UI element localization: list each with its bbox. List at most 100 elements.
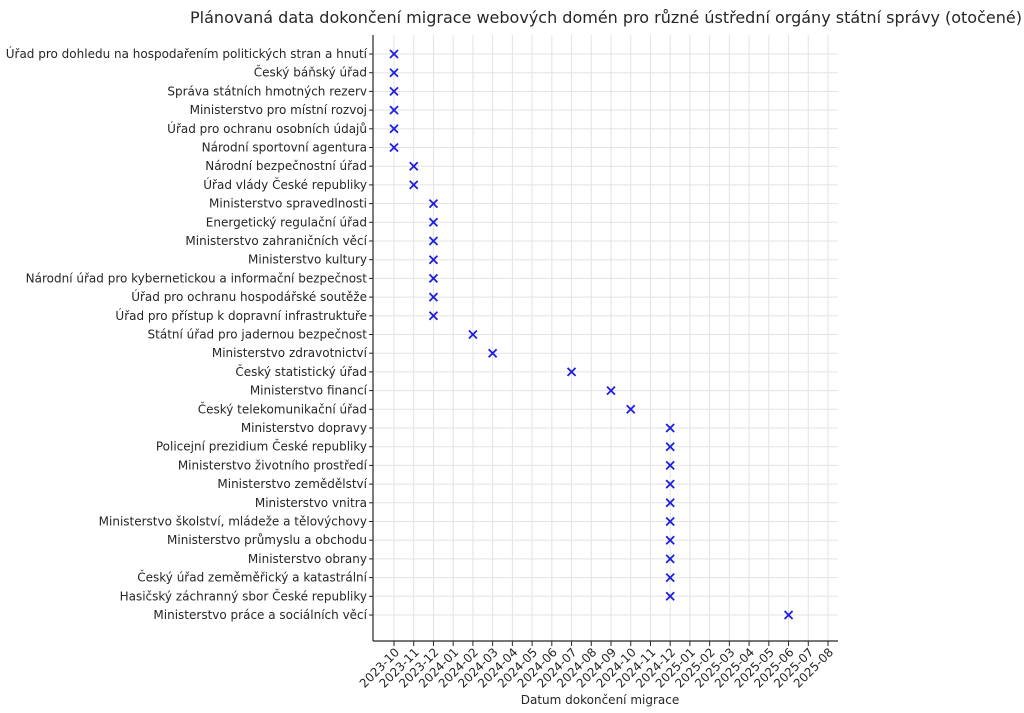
y-tick-label: Národní sportovní agentura xyxy=(202,141,367,155)
data-point-x-marker xyxy=(665,516,675,527)
data-point-stroke-b xyxy=(409,161,419,171)
data-point-x-marker xyxy=(389,49,399,59)
data-point-stroke-b xyxy=(428,198,439,209)
y-tick-label: Státní úřad pro jadernou bezpečnost xyxy=(148,328,368,342)
data-point-stroke-b xyxy=(626,404,636,414)
data-point-x-marker xyxy=(428,273,439,284)
y-tick-label: Ministerstvo průmyslu a obchodu xyxy=(167,533,367,547)
xtick-layer: 2023-102023-112023-122024-012024-022024-… xyxy=(357,641,836,691)
data-point-x-marker xyxy=(409,180,419,190)
data-point-stroke-b xyxy=(428,292,439,302)
data-point-x-marker xyxy=(665,535,675,545)
y-tick-label: Hasičský záchranný sbor České republiky xyxy=(120,588,367,603)
data-point-stroke-b xyxy=(665,554,675,564)
data-point-stroke-b xyxy=(665,442,675,452)
data-point-stroke-b xyxy=(665,498,675,508)
data-point-stroke-b xyxy=(665,572,675,583)
y-tick-label: Ministerstvo pro místní rozvoj xyxy=(190,103,367,117)
data-point-stroke-b xyxy=(428,255,439,265)
data-point-x-marker xyxy=(428,236,439,246)
data-point-x-marker xyxy=(566,367,577,377)
axis-layer xyxy=(372,35,838,642)
data-point-x-marker xyxy=(626,404,636,414)
grid-layer xyxy=(373,35,838,641)
data-point-x-marker xyxy=(428,255,439,265)
data-point-stroke-b xyxy=(389,86,399,97)
data-point-stroke-b xyxy=(468,329,478,340)
data-point-x-marker xyxy=(428,292,439,302)
data-point-x-marker xyxy=(389,86,399,97)
data-point-x-marker xyxy=(665,423,675,433)
y-tick-label: Úřad pro ochranu osobních údajů xyxy=(167,121,367,136)
y-tick-label: Český úřad zeměměřický a katastrální xyxy=(137,570,367,585)
data-point-stroke-b xyxy=(428,273,439,284)
data-point-x-marker xyxy=(428,311,439,321)
data-point-x-marker xyxy=(606,385,616,396)
data-point-stroke-b xyxy=(428,217,439,227)
data-point-stroke-b xyxy=(389,124,399,134)
y-tick-label: Úřad pro dohledu na hospodařením politic… xyxy=(6,46,368,61)
data-point-stroke-b xyxy=(389,142,399,153)
y-tick-label: Ministerstvo školství, mládeže a tělovýc… xyxy=(99,515,367,529)
ylabel-layer: Úřad pro dohledu na hospodařením politic… xyxy=(6,46,373,622)
y-tick-label: Český telekomunikační úřad xyxy=(198,401,367,416)
data-point-stroke-b xyxy=(389,105,399,115)
y-tick-label: Správa státních hmotných rezerv xyxy=(167,84,367,98)
data-point-x-marker xyxy=(665,460,675,471)
data-point-stroke-b xyxy=(487,348,498,358)
data-point-x-marker xyxy=(665,442,675,452)
data-point-stroke-b xyxy=(783,610,794,620)
data-point-stroke-b xyxy=(389,68,399,78)
data-point-x-marker xyxy=(783,610,794,620)
data-point-stroke-b xyxy=(665,460,675,471)
data-point-x-marker xyxy=(389,68,399,78)
data-point-stroke-b xyxy=(566,367,577,377)
data-point-stroke-b xyxy=(665,423,675,433)
data-point-x-marker xyxy=(665,479,675,489)
y-tick-label: Úřad pro přístup k dopravní infrastruktu… xyxy=(115,308,367,323)
y-tick-label: Ministerstvo dopravy xyxy=(241,421,367,435)
data-point-x-marker xyxy=(665,572,675,583)
y-tick-label: Úřad vlády České republiky xyxy=(203,177,367,192)
data-point-stroke-b xyxy=(606,385,616,396)
data-point-x-marker xyxy=(665,498,675,508)
y-tick-label: Ministerstvo zemědělství xyxy=(217,477,367,491)
y-tick-label: Národní bezpečnostní úřad xyxy=(205,159,367,173)
y-tick-label: Ministerstvo zdravotnictví xyxy=(212,346,368,360)
y-tick-label: Úřad pro ochranu hospodářské soutěže xyxy=(131,289,367,304)
data-point-x-marker xyxy=(389,124,399,134)
y-tick-label: Ministerstvo vnitra xyxy=(255,496,367,510)
data-point-x-marker xyxy=(428,217,439,227)
data-point-x-marker xyxy=(389,105,399,115)
y-tick-label: Energetický regulační úřad xyxy=(206,215,367,229)
y-tick-label: Ministerstvo zahraničních věcí xyxy=(185,234,367,248)
y-tick-label: Policejní prezidium České republiky xyxy=(156,439,367,454)
y-tick-label: Národní úřad pro kybernetickou a informa… xyxy=(26,271,368,285)
y-tick-label: Ministerstvo kultury xyxy=(248,253,367,267)
data-point-stroke-b xyxy=(389,49,399,59)
y-tick-label: Ministerstvo financí xyxy=(250,384,368,398)
data-point-x-marker xyxy=(428,198,439,209)
data-point-stroke-b xyxy=(409,180,419,190)
data-point-x-marker xyxy=(665,591,675,601)
y-tick-label: Ministerstvo životního prostředí xyxy=(178,458,368,472)
data-point-x-marker xyxy=(665,554,675,564)
data-point-x-marker xyxy=(468,329,478,340)
data-point-x-marker xyxy=(389,142,399,153)
data-point-stroke-b xyxy=(428,236,439,246)
y-tick-label: Ministerstvo práce a sociálních věcí xyxy=(153,608,367,622)
data-point-stroke-b xyxy=(665,535,675,545)
x-axis-label: Datum dokončení migrace xyxy=(521,693,679,707)
y-tick-label: Český statistický úřad xyxy=(235,364,367,379)
point-layer xyxy=(389,49,794,620)
data-point-x-marker xyxy=(487,348,498,358)
y-tick-label: Ministerstvo spravedlnosti xyxy=(209,197,367,211)
y-tick-label: Ministerstvo obrany xyxy=(248,552,367,566)
y-tick-label: Český báňský úřad xyxy=(254,65,367,80)
chart-title: Plánovaná data dokončení migrace webovýc… xyxy=(190,8,1022,27)
data-point-stroke-b xyxy=(428,311,439,321)
data-point-stroke-b xyxy=(665,516,675,527)
data-point-stroke-b xyxy=(665,479,675,489)
